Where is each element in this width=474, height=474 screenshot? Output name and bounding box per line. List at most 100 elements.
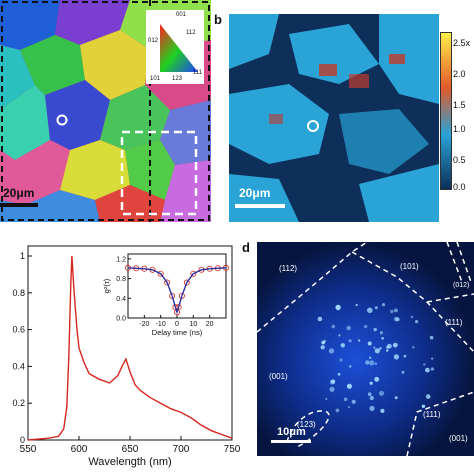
inset-data-point bbox=[169, 292, 176, 299]
emitter-spot bbox=[374, 362, 377, 365]
emitter-spot bbox=[335, 408, 340, 413]
emitter-spot bbox=[369, 381, 373, 385]
colorbar bbox=[440, 32, 452, 190]
emitter-spot bbox=[387, 343, 392, 349]
orientation-label: (111) bbox=[423, 410, 441, 419]
emitter-spot bbox=[379, 331, 383, 335]
y-tick-label: 0 bbox=[20, 435, 25, 445]
emitter-spot bbox=[328, 348, 335, 354]
emitter-spot bbox=[429, 335, 434, 340]
panel-a-ebsd-map: 20μm 001 012 112 101 123 111 bbox=[0, 0, 211, 222]
emitter-spot bbox=[340, 343, 345, 348]
emitter-spot bbox=[348, 406, 350, 409]
emitter-spot bbox=[346, 383, 352, 389]
x-tick-label: 600 bbox=[71, 444, 88, 455]
emitter-spot bbox=[381, 337, 384, 340]
luminescence-image bbox=[257, 242, 474, 456]
emitter-spot bbox=[403, 354, 407, 358]
emitter-spot bbox=[336, 305, 339, 308]
emitter-spot bbox=[374, 348, 380, 354]
spectrum-chart: 550 600 650 700 750 0 0.2 0.4 0.6 0.8 1 Wavelength … bbox=[12, 245, 240, 468]
inset-x-tick-label: 0 bbox=[175, 321, 179, 328]
colorbar-tick: 2.5x bbox=[453, 38, 471, 48]
inset-y-tick-label: 1.2 bbox=[116, 256, 126, 263]
emitter-spot bbox=[421, 404, 426, 408]
x-tick-label: 750 bbox=[224, 444, 240, 455]
y-tick-label: 1 bbox=[20, 251, 25, 261]
inset-x-tick-label: -10 bbox=[156, 321, 166, 328]
emitter-spot bbox=[367, 392, 372, 396]
x-tick-label: 700 bbox=[173, 444, 190, 455]
emitter-spot bbox=[355, 303, 358, 307]
emitter-spot bbox=[346, 325, 351, 331]
emitter-spot bbox=[373, 346, 376, 349]
emitter-spot bbox=[374, 376, 380, 382]
emitter-spot bbox=[325, 397, 328, 400]
emitter-spot bbox=[380, 408, 385, 413]
inset-fit-line bbox=[127, 267, 227, 315]
inset-y-tick-label: 0.8 bbox=[116, 276, 126, 283]
inset-x-tick-label: 20 bbox=[206, 321, 214, 328]
inset-data-point bbox=[183, 279, 190, 286]
colorbar-tick: 1.5 bbox=[453, 100, 466, 110]
emitter-spot bbox=[379, 390, 384, 396]
emitter-spot bbox=[367, 341, 372, 346]
ebsd-map-image bbox=[0, 0, 211, 222]
inset-data-point bbox=[164, 279, 171, 286]
inset-x-axis-label: Delay time (ns) bbox=[152, 328, 203, 337]
orientation-label: (112) bbox=[279, 264, 298, 273]
ipf-key-label-111: 111 bbox=[193, 70, 203, 76]
x-axis-label: Wavelength (nm) bbox=[88, 456, 171, 468]
emitter-spot bbox=[338, 334, 341, 337]
emitter-spot bbox=[390, 309, 394, 314]
y-tick-label: 0.6 bbox=[12, 325, 25, 335]
inset-y-axis-label: g²(τ) bbox=[102, 278, 111, 293]
emitter-spot bbox=[394, 308, 398, 313]
emitter-spot bbox=[374, 306, 378, 310]
inset-y-tick-label: 0.4 bbox=[116, 296, 126, 303]
ipf-key-label-012: 012 bbox=[148, 38, 159, 44]
inset-y-tick-label: 0.0 bbox=[116, 316, 126, 323]
y-tick-label: 0.4 bbox=[12, 361, 25, 371]
emitter-spot bbox=[423, 363, 426, 366]
emitter-spot bbox=[381, 303, 386, 307]
inset-background bbox=[102, 248, 230, 340]
emitter-spot bbox=[321, 340, 325, 345]
emitter-spot bbox=[320, 345, 325, 350]
ipf-key-label-123: 123 bbox=[172, 76, 183, 82]
emitter-spot bbox=[415, 320, 419, 324]
colorbar-tick: 0.0 bbox=[453, 182, 466, 192]
colorbar-tick: 2.0 bbox=[453, 69, 466, 79]
emitter-spot bbox=[317, 316, 323, 322]
colorbar-tick: 1.0 bbox=[453, 124, 466, 134]
orientation-label: (123) bbox=[297, 420, 316, 429]
emitter-spot bbox=[337, 372, 341, 376]
emitter-spot bbox=[348, 339, 352, 343]
pl-map-image bbox=[229, 14, 439, 222]
ipf-key-label-112: 112 bbox=[186, 30, 196, 36]
scale-bar-label: 20μm bbox=[3, 186, 35, 200]
emitter-spot bbox=[343, 397, 348, 402]
orientation-label: (101) bbox=[400, 262, 419, 271]
inset-data-point bbox=[157, 270, 164, 277]
emitter-spot bbox=[363, 324, 368, 329]
emitter-spot bbox=[367, 307, 373, 314]
orientation-label: (111) bbox=[445, 318, 463, 327]
emitter-spot bbox=[425, 394, 431, 399]
panel-letter-b: b bbox=[214, 12, 222, 27]
emitter-spot bbox=[339, 358, 343, 362]
inset-data-point bbox=[190, 270, 197, 277]
emitter-spot bbox=[393, 354, 399, 360]
panel-b-pl-map: 20μm bbox=[229, 14, 439, 222]
orientation-label: (012) bbox=[453, 282, 470, 289]
emitter-spot bbox=[412, 346, 415, 349]
panel-c-spectrum: 550 600 650 700 750 0 0.2 0.4 0.6 0.8 1 Wavelength … bbox=[0, 240, 240, 474]
emitter-spot bbox=[369, 356, 372, 359]
orientation-label: (001) bbox=[269, 372, 288, 381]
spectrum-line bbox=[27, 255, 233, 441]
panel-letter-d: d bbox=[242, 240, 250, 255]
scale-bar-label: 20μm bbox=[239, 186, 271, 200]
emitter-spot bbox=[386, 349, 389, 352]
emitter-spot bbox=[369, 405, 375, 411]
emitter-spot bbox=[430, 367, 434, 371]
